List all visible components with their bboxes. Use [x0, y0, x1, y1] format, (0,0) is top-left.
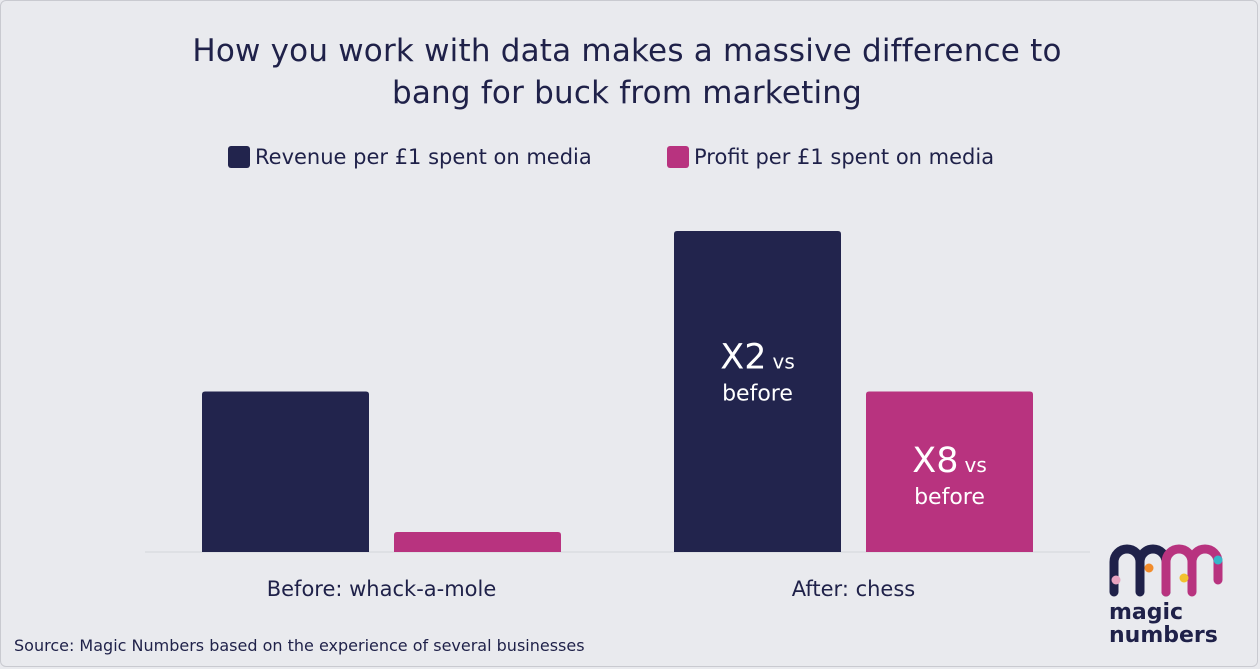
legend-label-profit: Profit per £1 spent on media — [694, 145, 995, 169]
logo-word-2: numbers — [1109, 623, 1218, 648]
legend-item-revenue: Revenue per £1 spent on media — [228, 142, 592, 172]
logo-wordmark: magic numbers — [1109, 601, 1229, 647]
category-label-0: Before: whack-a-mole — [267, 577, 497, 601]
bar-revenue-0 — [202, 391, 369, 552]
title-line-2: bang for buck from marketing — [391, 75, 863, 111]
legend-swatch-revenue — [228, 146, 250, 168]
legend-swatch-profit — [667, 146, 689, 168]
source-note: Source: Magic Numbers based on the exper… — [14, 636, 585, 655]
bar-revenue-1 — [674, 231, 841, 553]
magic-numbers-logo — [1109, 544, 1223, 597]
chart-title: How you work with data makes a massive d… — [80, 30, 1174, 114]
legend-item-profit: Profit per £1 spent on media — [667, 142, 994, 172]
category-label-1: After: chess — [792, 577, 915, 601]
data-label-profit-1: X8 vs before — [912, 441, 987, 510]
logo-word-1: magic — [1109, 600, 1184, 625]
data-label-revenue-1: X2 vs before — [720, 338, 795, 407]
bar-profit-0 — [394, 531, 561, 552]
bar-profit-1 — [866, 391, 1033, 552]
title-line-1: How you work with data makes a massive d… — [192, 33, 1062, 69]
legend-label-revenue: Revenue per £1 spent on media — [255, 145, 592, 169]
